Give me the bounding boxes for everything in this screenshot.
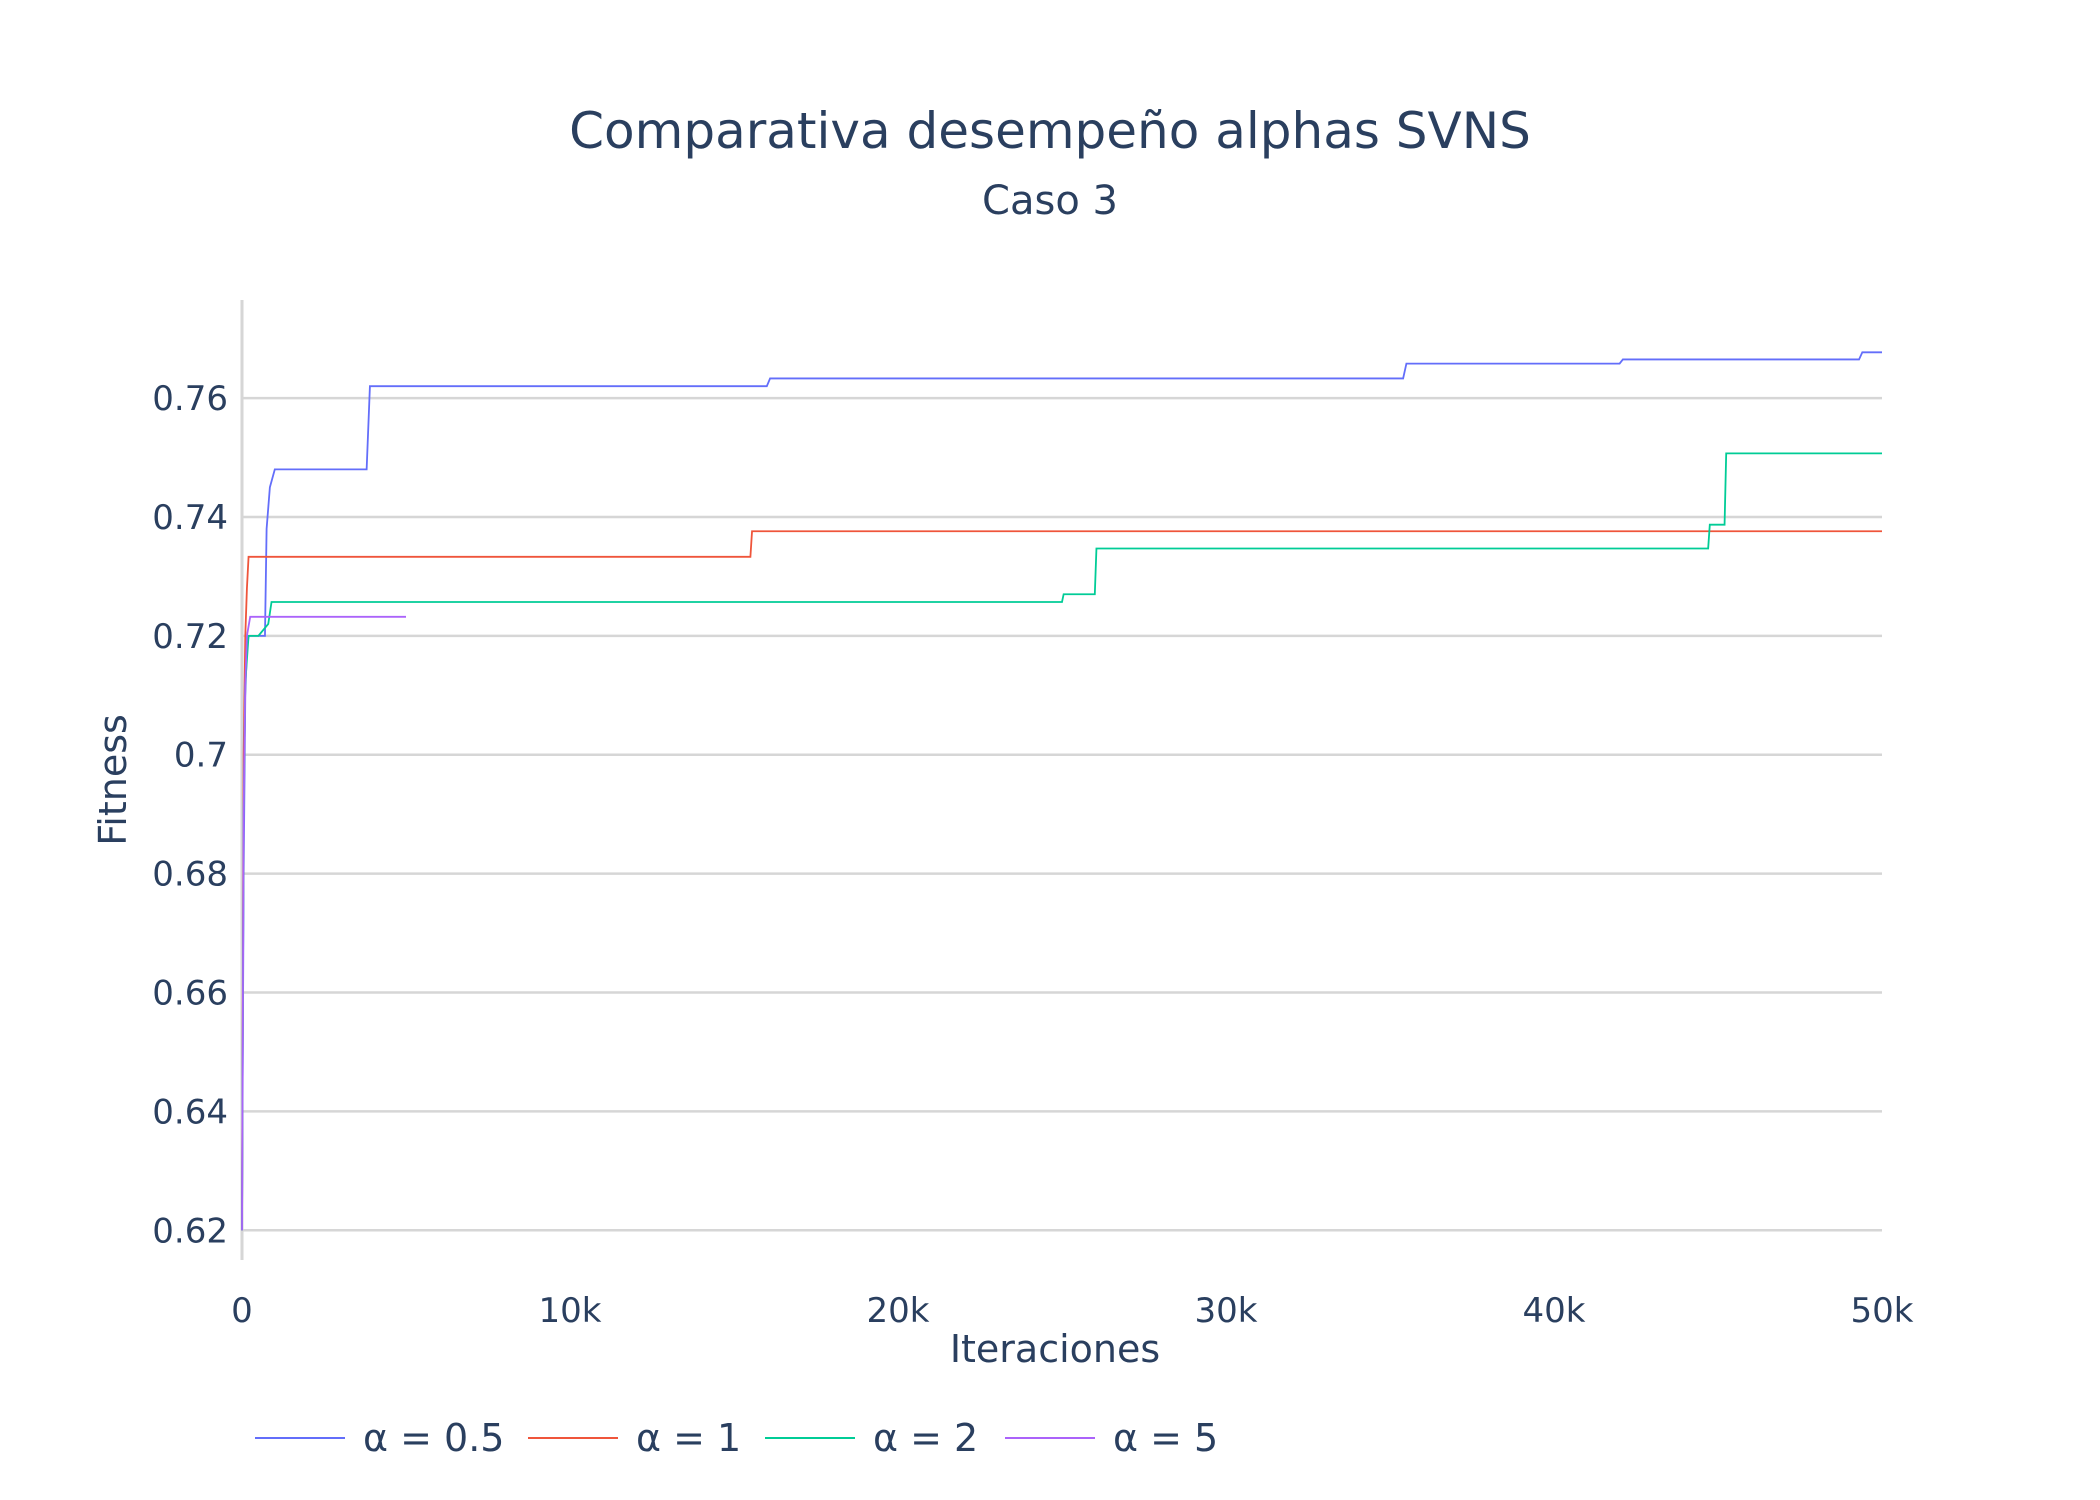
y-axis-title: Fitness (91, 714, 135, 846)
legend-label-2: α = 1 (636, 1416, 741, 1460)
x-tick-label: 20k (867, 1291, 930, 1331)
legend-label-4: α = 5 (1113, 1416, 1218, 1460)
y-tick-label: 0.68 (152, 855, 228, 895)
y-tick-label: 0.76 (152, 379, 228, 419)
x-tick-label: 0 (231, 1291, 253, 1331)
x-tick-label: 10k (539, 1291, 602, 1331)
legend: α = 0.5 α = 1 α = 2 α = 5 (255, 1416, 1218, 1460)
y-tick-label: 0.7 (174, 736, 228, 776)
y-axis-ticks: 0.62 0.64 0.66 0.68 0.7 0.72 0.74 0.76 (152, 379, 228, 1251)
legend-label-3: α = 2 (873, 1416, 978, 1460)
series-lines (241, 351, 1882, 1231)
gridlines (240, 300, 1882, 1260)
x-tick-label: 30k (1195, 1291, 1258, 1331)
x-axis-ticks: 0 10k 20k 30k 40k 50k (231, 1291, 1914, 1331)
series-line-3 (241, 452, 1882, 1231)
y-tick-label: 0.74 (152, 498, 228, 538)
legend-label-1: α = 0.5 (363, 1416, 504, 1460)
y-tick-label: 0.64 (152, 1092, 228, 1132)
y-tick-label: 0.62 (152, 1211, 228, 1251)
y-tick-label: 0.66 (152, 974, 228, 1014)
x-tick-label: 40k (1523, 1291, 1586, 1331)
chart-title: Comparativa desempeño alphas SVNS (569, 102, 1531, 160)
x-axis-title: Iteraciones (950, 1327, 1160, 1371)
series-line-4 (241, 615, 406, 1231)
x-tick-label: 50k (1851, 1291, 1914, 1331)
chart-subtitle: Caso 3 (982, 178, 1118, 224)
y-tick-label: 0.72 (152, 617, 228, 657)
series-line-1 (241, 351, 1882, 1231)
